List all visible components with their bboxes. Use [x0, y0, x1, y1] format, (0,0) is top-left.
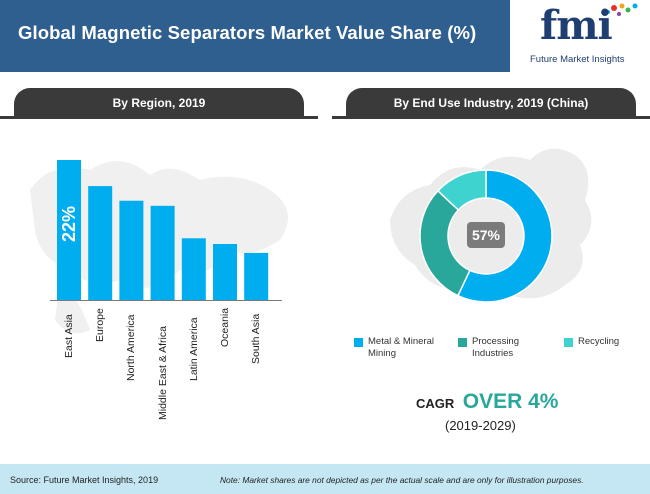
donut-center-label: 57%: [472, 227, 501, 243]
bar-category-label: North America: [125, 314, 138, 381]
cagr-value: OVER 4%: [462, 390, 559, 413]
bar-category-label: East Asia: [63, 314, 75, 359]
cagr-label: CAGR: [416, 396, 455, 411]
legend-swatch: [458, 338, 467, 347]
footer-bar: Source: Future Market Insights, 2019 Not…: [0, 464, 650, 494]
tab-underline-right: [332, 116, 650, 119]
bar-north-america: [119, 200, 144, 300]
bar-oceania: [213, 244, 237, 300]
donut-slice-processing-industries: [419, 189, 471, 297]
end-use-donut-chart: 57%: [419, 169, 553, 303]
footer-note: Note: Market shares are not depicted as …: [220, 475, 584, 485]
page-title: Global Magnetic Separators Market Value …: [18, 22, 477, 43]
donut-legend: Metal & Mineral Mining Processing Indust…: [354, 336, 644, 366]
legend-label: Metal & Mineral Mining: [368, 336, 434, 359]
bar-x-axis: [50, 300, 282, 301]
legend-label: Recycling: [578, 336, 620, 347]
legend-swatch: [564, 338, 573, 347]
cagr-callout: CAGR OVER 4%: [416, 390, 558, 414]
logo-wordmark: fmi: [540, 2, 613, 49]
bar-south-asia: [244, 252, 269, 300]
cagr-period: (2019-2029): [445, 418, 516, 433]
bar-middle-east-africa: [150, 205, 175, 300]
logo-dots-icon: [606, 3, 638, 16]
footer-source: Source: Future Market Insights, 2019: [10, 475, 159, 485]
legend-label: Processing Industries: [472, 336, 519, 359]
legend-swatch: [354, 338, 363, 347]
bar-east-asia: [57, 160, 81, 300]
bar-category-label: Oceania: [219, 308, 231, 348]
bar-category-label: Europe: [94, 307, 107, 342]
bar-category-label: Latin America: [187, 317, 200, 381]
tab-underline-left: [0, 116, 318, 119]
bar-category-label: South Asia: [250, 313, 263, 364]
donut-center-badge: [467, 222, 505, 248]
donut-slice-metal-mineral-mining: [456, 169, 553, 303]
bar-category-label: Middle East & Africa: [156, 326, 169, 420]
tab-by-end-use: By End Use Industry, 2019 (China): [346, 88, 636, 118]
fmi-logo: fmi Future Market Insights: [514, 0, 650, 72]
tab-by-region: By Region, 2019: [14, 88, 304, 118]
donut-slice-recycling: [436, 169, 487, 212]
bar-latin-america: [181, 238, 206, 300]
bar-data-label: 22%: [59, 205, 79, 242]
logo-tagline: Future Market Insights: [530, 54, 625, 65]
region-bar-chart: [57, 160, 269, 300]
bar-europe: [88, 186, 113, 300]
header-bar: Global Magnetic Separators Market Value …: [0, 0, 510, 72]
